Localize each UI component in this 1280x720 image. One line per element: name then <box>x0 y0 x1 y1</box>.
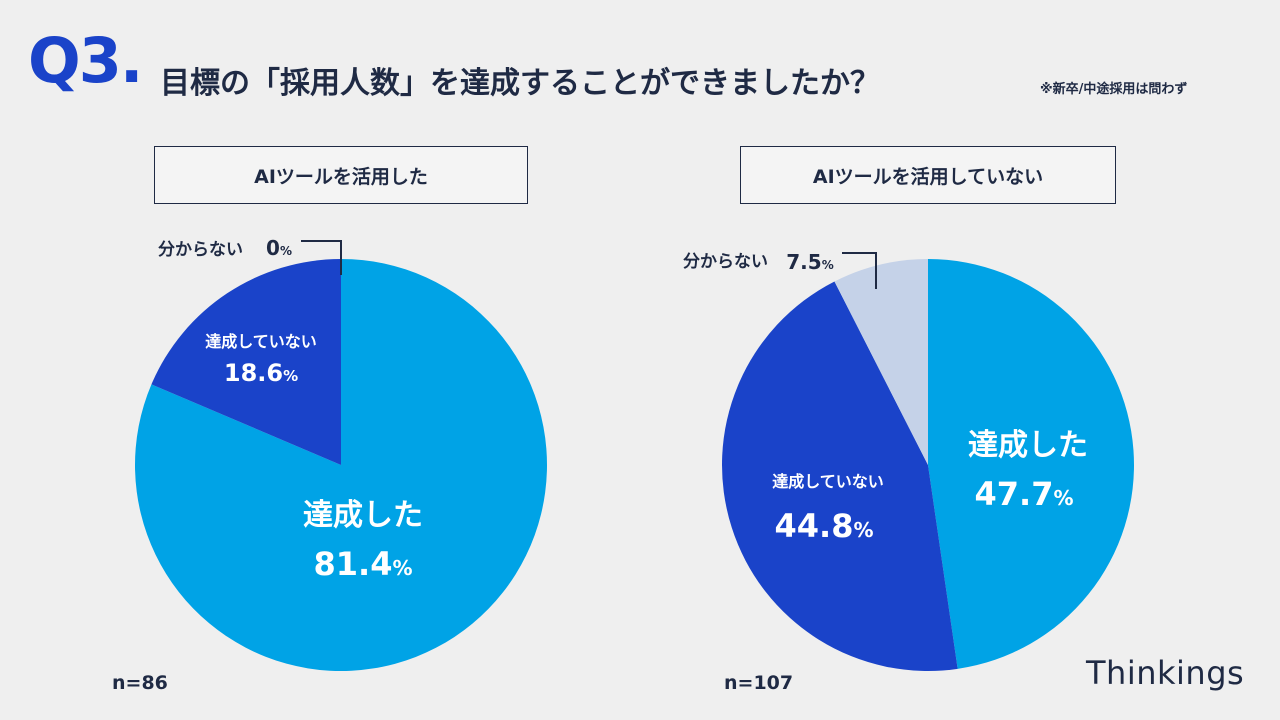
pie-1-slice-1 <box>722 281 958 671</box>
label-0-not-achieved: 達成していない <box>205 332 317 351</box>
sample-size-right: n=107 <box>724 672 794 694</box>
page-title: 目標の「採用人数」を達成することができましたか？ <box>160 66 880 101</box>
pie-0-slice-1 <box>151 259 341 465</box>
pie-1-slice-0 <box>928 259 1134 669</box>
leader-line-0-unknown <box>301 240 342 275</box>
brand-logo-text: Thinkings <box>1086 654 1245 692</box>
value-1-achieved: 47.7% <box>975 475 1074 513</box>
leader-line-1-unknown <box>842 252 877 289</box>
chart-left-title: AIツールを活用した <box>154 146 528 204</box>
value-0-not-achieved: 18.6% <box>224 359 298 387</box>
chart-right-title: AIツールを活用していない <box>740 146 1116 204</box>
question-number: Q3. <box>28 24 143 97</box>
label-0-achieved: 達成した <box>303 498 423 533</box>
label-1-achieved: 達成した <box>968 428 1088 463</box>
label-1-not-achieved: 達成していない <box>772 472 884 491</box>
value-1-unknown: 7.5% <box>786 250 833 274</box>
title-note: ※新卒/中途採用は問わず <box>1040 82 1188 97</box>
label-1-unknown: 分からない <box>683 252 768 272</box>
sample-size-left: n=86 <box>112 672 168 694</box>
pie-1-slice-2 <box>834 259 928 465</box>
value-1-not-achieved: 44.8% <box>775 507 874 545</box>
label-0-unknown: 分からない <box>158 240 243 260</box>
value-0-achieved: 81.4% <box>314 545 413 583</box>
value-0-unknown: 0% <box>266 236 292 260</box>
